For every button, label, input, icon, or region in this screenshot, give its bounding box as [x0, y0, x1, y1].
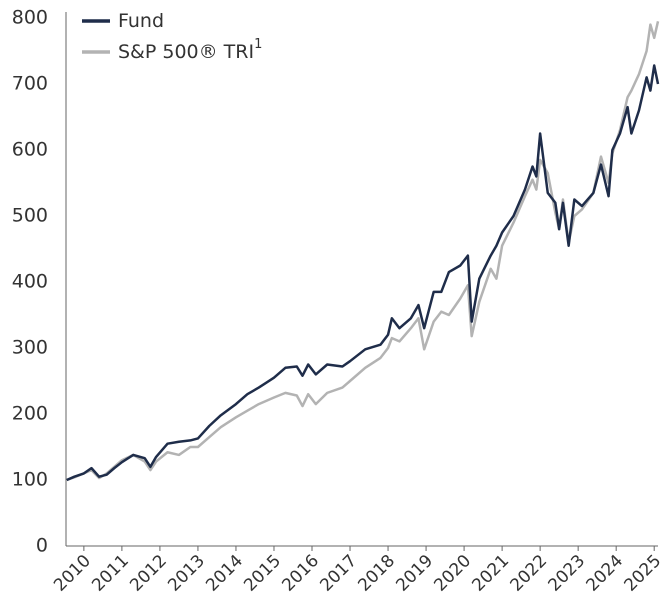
y-tick-label: 0	[36, 535, 48, 557]
x-tick-label: 2024	[583, 551, 628, 596]
legend-label: S&P 500® TRI1	[118, 37, 262, 63]
y-tick-label: 600	[12, 139, 48, 161]
x-tick-label: 2015	[240, 551, 285, 596]
x-tick-label: 2011	[88, 551, 133, 596]
y-tick-label: 800	[12, 7, 48, 29]
series-line	[66, 64, 660, 482]
x-tick-label: 2021	[468, 551, 513, 596]
x-tick-label: 2017	[316, 551, 361, 596]
y-tick-label: 100	[12, 469, 48, 491]
y-tick-label: 500	[12, 205, 48, 227]
x-tick-label: 2022	[506, 551, 551, 596]
series-line	[66, 21, 660, 482]
y-tick-label: 700	[12, 73, 48, 95]
legend-name: S&P 500® TRI	[118, 41, 254, 63]
y-tick-label: 300	[12, 337, 48, 359]
y-tick-label: 400	[12, 271, 48, 293]
x-tick-label: 2019	[392, 551, 437, 596]
x-tick-label: 2014	[202, 551, 247, 596]
x-tick-label: 2020	[430, 551, 475, 596]
x-tick-label: 2016	[278, 551, 323, 596]
x-tick-label: 2018	[354, 551, 399, 596]
legend-name: Fund	[118, 10, 164, 32]
x-tick-label: 2010	[50, 551, 95, 596]
x-tick-label: 2023	[544, 551, 589, 596]
x-tick-label: 2012	[126, 551, 171, 596]
legend-label: Fund	[118, 10, 164, 32]
x-tick-label: 2013	[164, 551, 209, 596]
y-tick-label: 200	[12, 403, 48, 425]
x-tick-label: 2025	[621, 551, 661, 596]
legend-footnote: 1	[254, 37, 262, 52]
